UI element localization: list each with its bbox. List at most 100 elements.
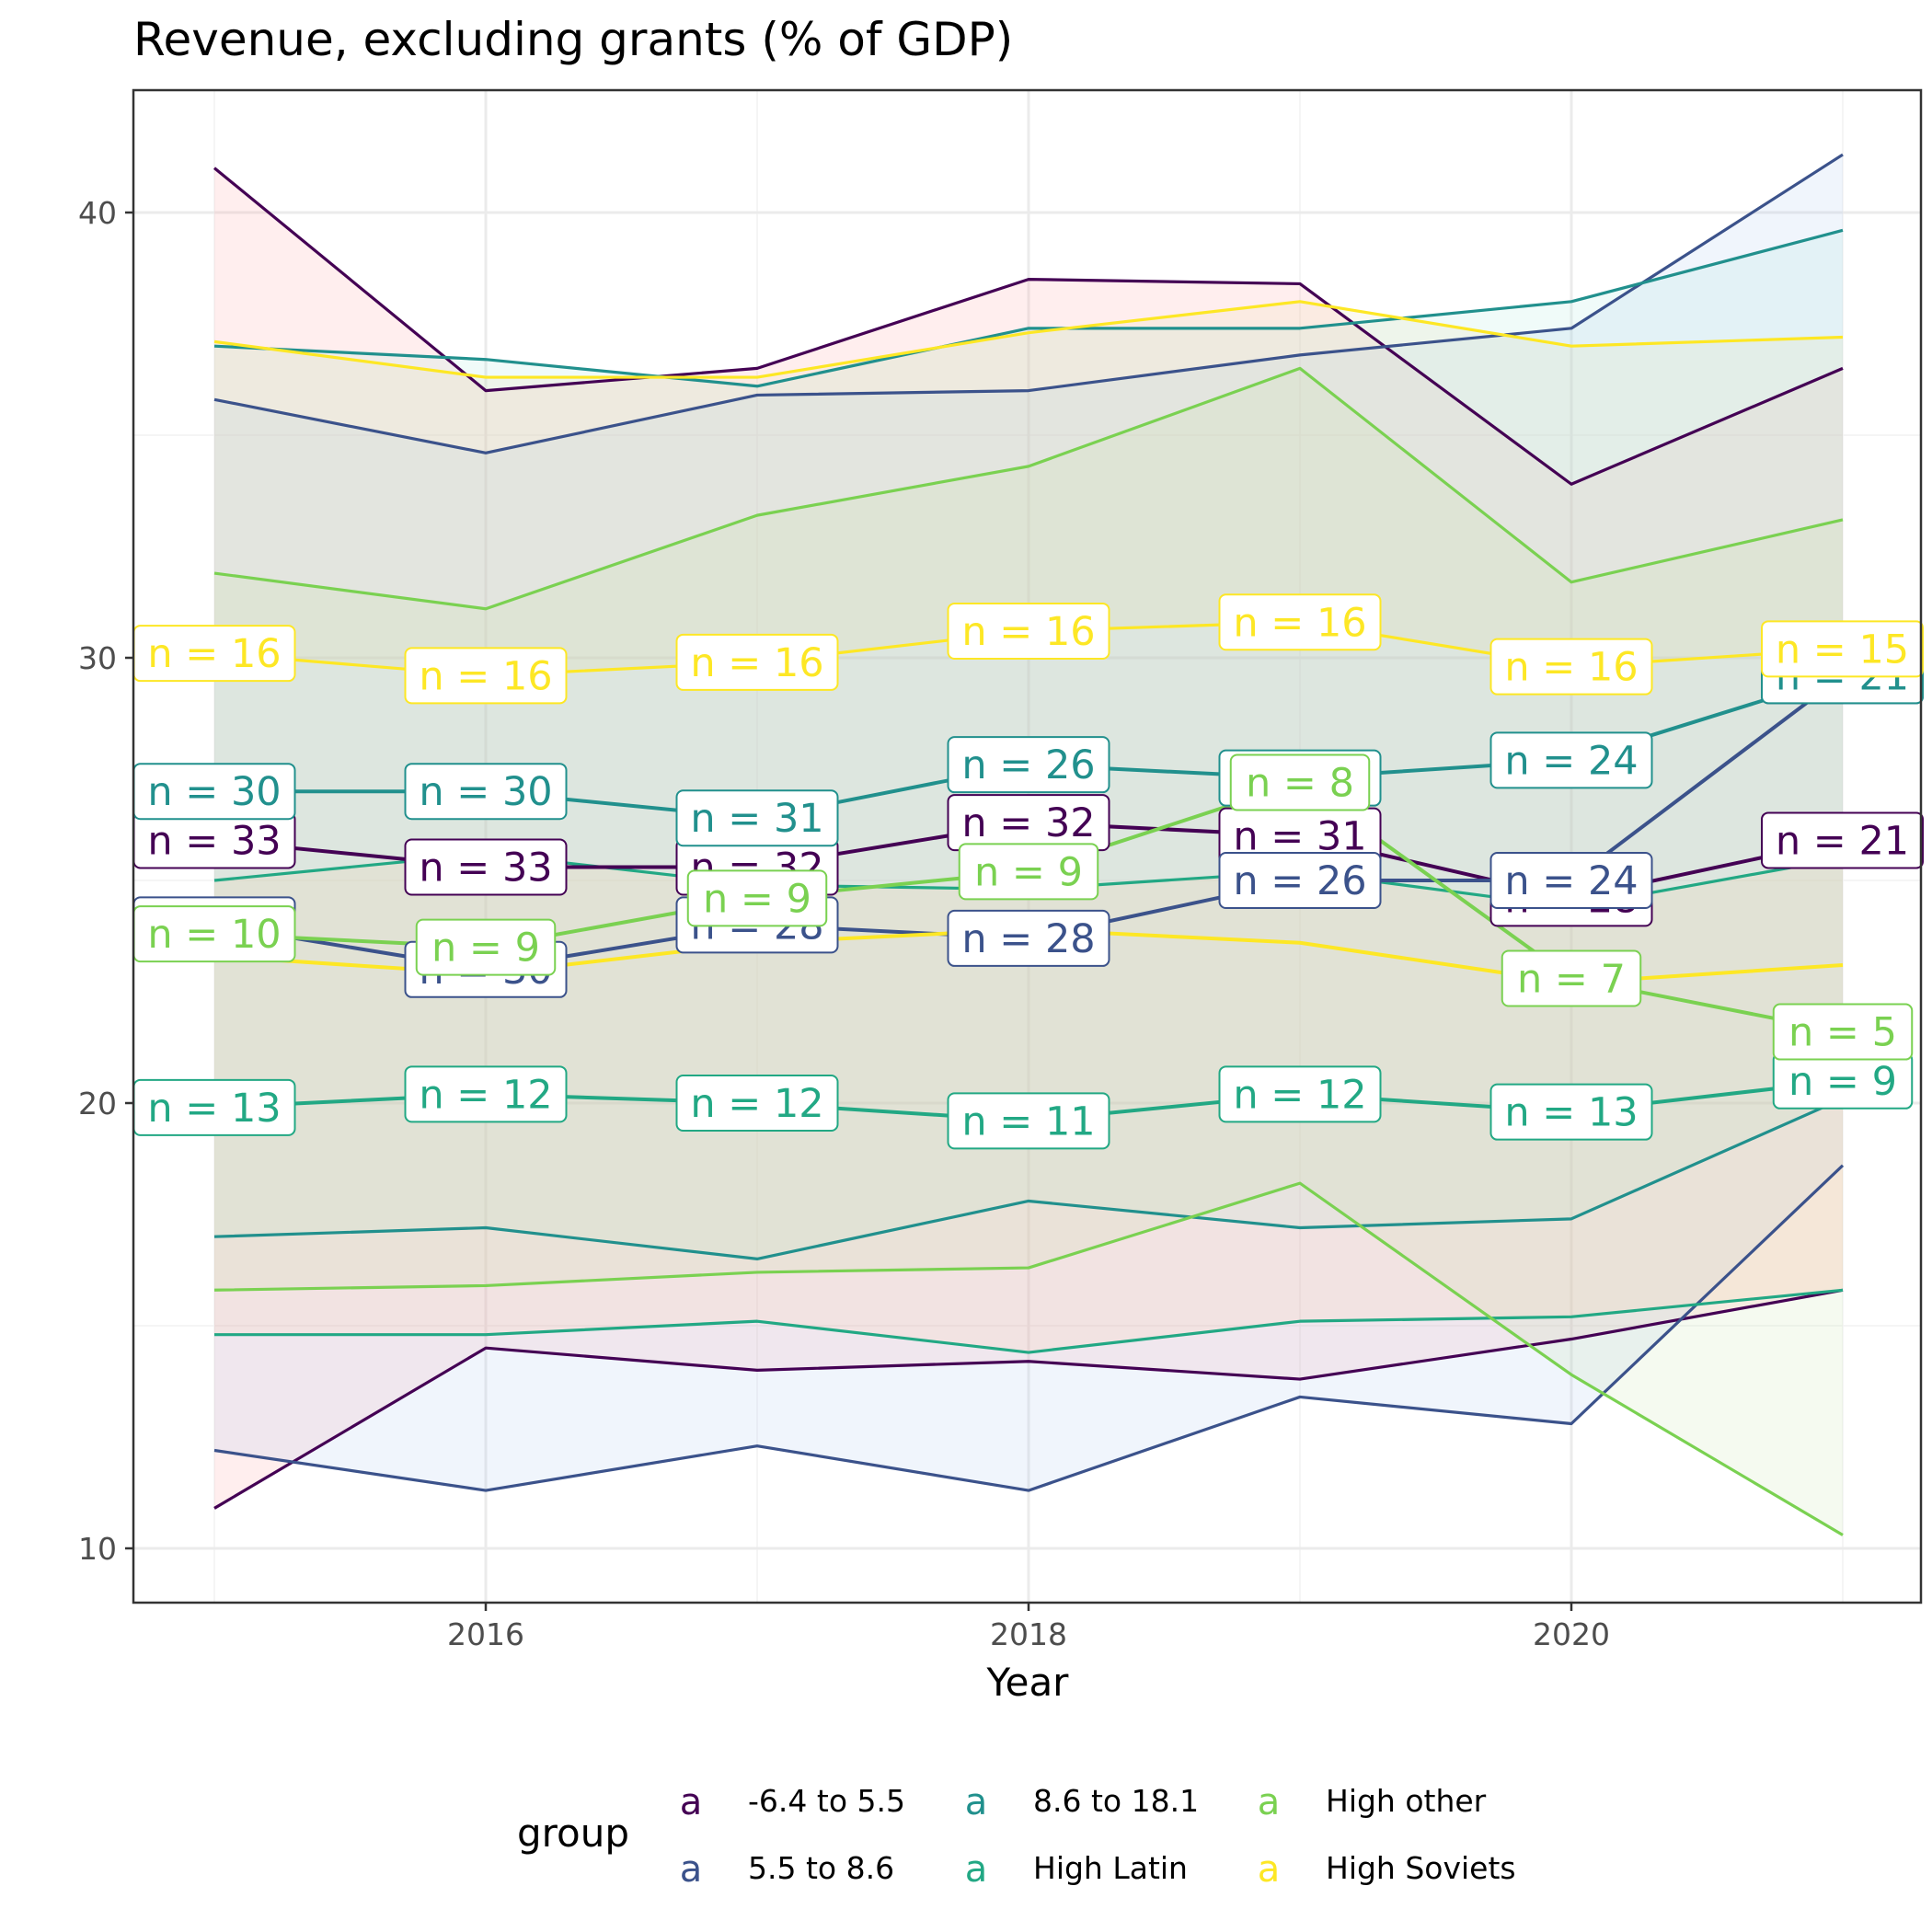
legend-label: High other [1326,1783,1487,1819]
n-label-text: n = 9 [431,926,540,972]
legend-title: group [517,1811,629,1856]
n-label-box [1218,1065,1382,1123]
upper-line-2 [213,228,1844,388]
y-tick-label: 30 [78,640,117,676]
n-label-box [404,838,568,896]
n-label-5: n = 16 [675,633,839,691]
legend-key: a [965,1781,988,1823]
n-label-4: n = 7 [1501,949,1642,1007]
x-tick-label: 2018 [990,1616,1067,1652]
n-label-box [675,1075,839,1132]
n-label-text: n = 16 [1504,645,1638,691]
legend-key: a [680,1848,703,1891]
n-label-1: n = 26 [1218,852,1382,909]
lower-line-2 [213,1097,1844,1261]
panel-border [132,88,1923,1604]
n-label-3: n = 9 [1772,1052,1914,1110]
plot-area: n = 33n = 33n = 32n = 32n = 31n = 28n = … [78,88,1924,1652]
n-label-4: n = 9 [686,869,828,927]
upper-line-0 [213,167,1844,486]
n-label-box [1218,852,1382,909]
n-label-text: n = 12 [1233,1072,1366,1118]
n-label-text: n = 28 [961,916,1095,962]
n-label-0: n = 33 [132,811,296,869]
n-label-box [1229,753,1371,811]
n-label-text: n = 24 [1504,738,1638,784]
n-label-box [947,909,1110,967]
n-label-4: n = 9 [958,843,1099,901]
n-label-box [1772,1003,1914,1061]
lower-line-3 [214,1288,1844,1354]
n-label-text: n = 31 [690,796,823,842]
n-label-box [1489,1083,1653,1141]
n-label-5: n = 16 [404,647,568,705]
n-label-box [415,918,557,976]
n-label-box [686,869,828,927]
legend-label: High Latin [1033,1850,1188,1886]
n-label-3: n = 13 [1489,1083,1653,1141]
n-label-box [1489,638,1653,696]
n-label-1: n = 24 [1489,852,1653,909]
lower-line-1 [213,1164,1845,1492]
x-tick-label: 2020 [1533,1616,1610,1652]
n-label-box [1218,593,1382,651]
n-label-text: n = 24 [1504,858,1638,904]
x-axis-title: Year [986,1660,1070,1705]
legend-key: a [1258,1781,1281,1823]
legend-item-2: a 8.6 to 18.1 [965,1781,1199,1823]
n-label-box [958,843,1099,901]
upper-line-5 [213,300,1844,379]
chart-title: Revenue, excluding grants (% of GDP) [133,13,1013,66]
n-label-text: n = 26 [1233,858,1366,904]
ribbon-5 [214,301,1843,676]
legend-item-1: a 5.5 to 8.6 [680,1848,894,1891]
n-label-text: n = 16 [1233,600,1366,646]
legend-item-3: a High Latin [965,1848,1188,1891]
n-label-text: n = 9 [974,849,1083,895]
n-label-5: n = 15 [1761,620,1924,678]
lower-line-0 [213,1288,1844,1510]
legend-item-5: a High Soviets [1258,1848,1516,1891]
n-label-text: n = 16 [690,640,823,686]
n-label-text: n = 13 [1504,1090,1638,1136]
legend-item-4: a High other [1258,1781,1487,1823]
legend-label: High Soviets [1326,1850,1516,1886]
n-label-2: n = 30 [132,763,296,821]
n-label-text: n = 30 [419,769,552,815]
n-label-text: n = 12 [419,1072,552,1118]
n-label-3: n = 12 [404,1065,568,1123]
x-tick-label: 2016 [447,1616,524,1652]
n-label-5: n = 16 [132,625,296,683]
n-label-box [1761,620,1924,678]
n-label-4: n = 10 [132,905,296,963]
n-label-text: n = 5 [1788,1010,1897,1056]
upper-line-4 [213,366,1844,611]
n-label-2: n = 30 [404,763,568,821]
n-label-box [947,1092,1110,1150]
n-label-0: n = 32 [947,794,1110,852]
n-label-text: n = 7 [1517,956,1626,1002]
n-label-text: n = 16 [147,631,281,677]
n-label-box [404,763,568,821]
n-label-3: n = 11 [947,1092,1110,1150]
n-label-box [1501,949,1642,1007]
lower-line-4 [213,1181,1844,1536]
n-label-4: n = 9 [415,918,557,976]
n-label-3: n = 12 [1218,1065,1382,1123]
n-label-2: n = 31 [675,789,839,847]
n-label-text: n = 15 [1776,627,1909,673]
n-label-box [947,736,1110,794]
n-label-text: n = 12 [690,1081,823,1127]
n-label-text: n = 9 [1788,1059,1897,1105]
n-label-2: n = 24 [1489,731,1653,789]
upper-line-1 [213,153,1844,454]
n-label-4: n = 8 [1229,753,1371,811]
n-label-text: n = 26 [961,742,1095,788]
y-tick-label: 20 [78,1086,117,1121]
n-label-box [1489,731,1653,789]
n-label-box [675,633,839,691]
n-label-text: n = 16 [961,609,1095,655]
n-label-text: n = 32 [961,800,1095,846]
n-label-box [1489,852,1653,909]
